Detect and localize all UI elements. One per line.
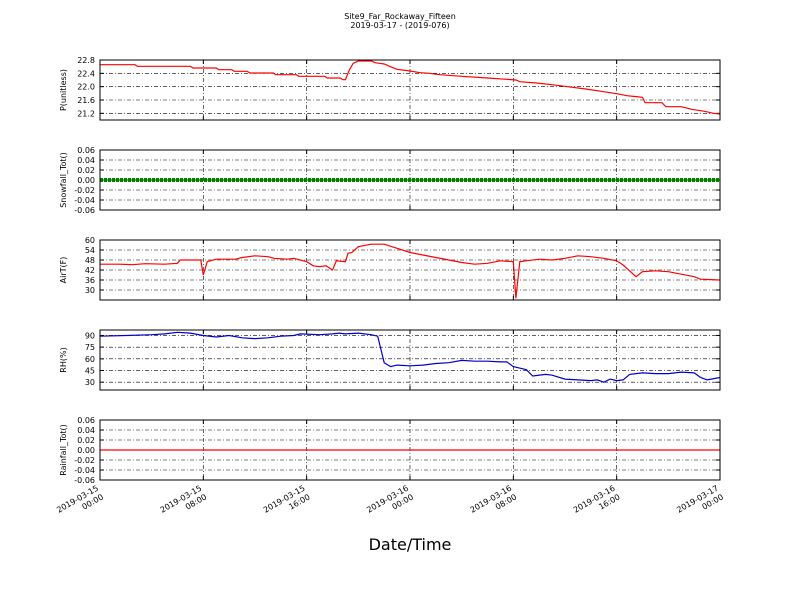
y-tick-label: 22.8 [77, 56, 95, 65]
y-tick-label: 0.06 [77, 416, 95, 425]
y-tick-label: 22.4 [77, 69, 95, 78]
y-tick-label: -0.06 [74, 206, 95, 215]
x-axis-ticks: 2019-03-1500:00 2019-03-1508:00 2019-03-15… [55, 484, 725, 524]
y-tick-label: -0.04 [74, 466, 95, 475]
chart-title: Site9_Far_Rockaway_Fifteen [344, 12, 456, 21]
y-axis-label: Snowfall_Tot() [59, 152, 68, 208]
y-tick-label: 42 [85, 266, 95, 275]
y-axis-label: RH(%) [59, 347, 68, 372]
x-tick-label: 2019-03-1608:00 [469, 484, 519, 524]
series-line [100, 60, 721, 115]
panel-4: 30 45 60 75 90 RH(%) [59, 329, 721, 391]
y-tick-label: 21.2 [77, 109, 95, 118]
panel-2: -0.06-0.04-0.020.000.020.040.06 Snowfall_… [59, 146, 721, 215]
y-tick-label: 36 [85, 276, 95, 285]
y-tick-label: 0.00 [77, 446, 95, 455]
y-tick-label: 0.04 [77, 426, 95, 435]
panel-frame [99, 419, 721, 481]
x-tick-label: 2019-03-1616:00 [572, 484, 622, 524]
y-axis-label: P(unitless) [59, 69, 68, 111]
y-tick-label: 45 [85, 367, 95, 376]
y-tick-label: -0.02 [74, 186, 95, 195]
x-axis-label: Date/Time [369, 535, 452, 554]
y-tick-label: 22.0 [77, 83, 95, 92]
x-tick-label: 2019-03-1500:00 [55, 484, 105, 524]
y-tick-label: 30 [85, 378, 95, 387]
y-tick-label: 0.06 [77, 146, 95, 155]
y-tick-label: -0.06 [74, 476, 95, 485]
panel-frame [99, 59, 721, 121]
y-tick-label: 21.6 [77, 96, 95, 105]
x-tick-label: 2019-03-1700:00 [675, 484, 725, 524]
series-line [99, 331, 721, 383]
panel-frame [99, 239, 721, 301]
y-tick-label: -0.04 [74, 196, 95, 205]
y-tick-label: 0.02 [77, 436, 95, 445]
y-tick-label: 60 [85, 236, 95, 245]
y-tick-label: 60 [85, 355, 95, 364]
chart-subtitle: 2019-03-17 - (2019-076) [350, 21, 449, 30]
y-axis-label: Rainfall_Tot() [59, 424, 68, 476]
y-tick-label: 0.04 [77, 156, 95, 165]
x-tick-label: 2019-03-1508:00 [159, 484, 209, 524]
panel-frame [99, 329, 721, 391]
y-tick-label: 30 [85, 286, 95, 295]
panels: 21.221.622.022.422.8P(unitless)-0.06-0.0… [59, 56, 721, 485]
panel-5: -0.06-0.04-0.020.000.020.040.06 Rainfall_… [59, 416, 721, 485]
y-tick-label: 90 [85, 331, 95, 340]
series-line [100, 243, 721, 299]
panel-frame [99, 149, 721, 211]
y-tick-label: -0.02 [74, 456, 95, 465]
y-tick-label: 54 [85, 246, 95, 255]
x-tick-label: 2019-03-1516:00 [262, 484, 312, 524]
panel-1: 21.2 21.6 22.0 22.4 22.8 P(unitless) [59, 56, 721, 121]
y-tick-label: 0.00 [77, 176, 95, 185]
y-axis-label: AirT(F) [59, 257, 68, 284]
y-tick-label: 0.02 [77, 166, 95, 175]
y-tick-label: 48 [85, 256, 95, 265]
x-tick-label: 2019-03-1600:00 [365, 484, 415, 524]
y-tick-label: 75 [85, 343, 95, 352]
